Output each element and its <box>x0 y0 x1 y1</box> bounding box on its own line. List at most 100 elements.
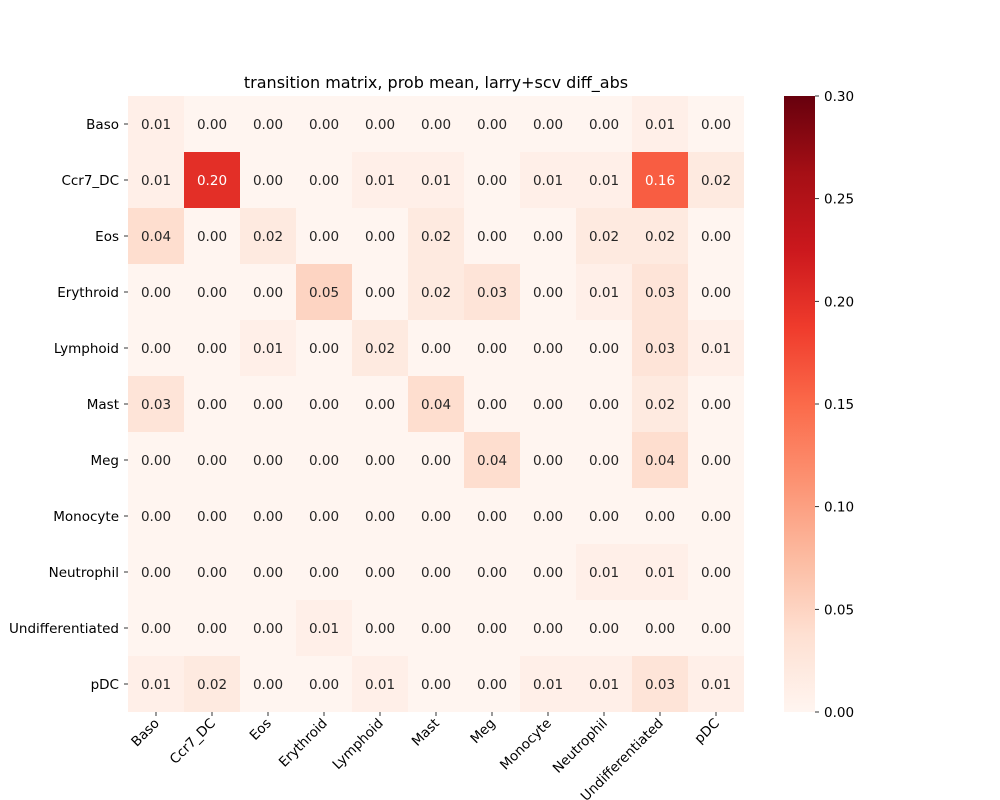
cell-value-label: 0.00 <box>365 565 395 581</box>
heatmap-cell <box>352 432 408 488</box>
heatmap-cell <box>464 488 520 544</box>
row-tick-label: Erythroid <box>57 285 119 301</box>
heatmap-cell <box>632 208 688 264</box>
heatmap-cell <box>408 488 464 544</box>
cell-value-label: 0.00 <box>253 677 283 693</box>
cell-value-label: 0.00 <box>477 677 507 693</box>
cell-value-label: 0.00 <box>309 229 339 245</box>
cell-value-label: 0.00 <box>309 453 339 469</box>
cell-value-label: 0.00 <box>141 453 171 469</box>
heatmap-cell <box>352 320 408 376</box>
cell-value-label: 0.00 <box>253 509 283 525</box>
heatmap-cell <box>632 264 688 320</box>
heatmap-cell <box>688 152 744 208</box>
row-tick-label: Eos <box>95 229 119 245</box>
heatmap-cell <box>520 656 576 712</box>
cell-value-label: 0.00 <box>197 621 227 637</box>
heatmap-cell <box>520 152 576 208</box>
cell-value-label: 0.00 <box>589 621 619 637</box>
heatmap-cell <box>576 600 632 656</box>
cell-value-label: 0.00 <box>365 229 395 245</box>
heatmap-cell <box>240 656 296 712</box>
heatmap-cell <box>184 544 240 600</box>
column-tick-label: Baso <box>128 716 163 751</box>
cell-value-label: 0.02 <box>197 677 227 693</box>
heatmap-cell <box>296 376 352 432</box>
cell-value-label: 0.00 <box>253 285 283 301</box>
cell-value-label: 0.01 <box>645 565 675 581</box>
cell-value-label: 0.00 <box>141 509 171 525</box>
heatmap-cell <box>632 600 688 656</box>
cell-value-label: 0.00 <box>533 285 563 301</box>
heatmap-cell <box>184 96 240 152</box>
heatmap-cell <box>632 96 688 152</box>
cell-value-label: 0.00 <box>701 453 731 469</box>
heatmap-cell <box>632 376 688 432</box>
heatmap-cell <box>688 488 744 544</box>
heatmap-cell <box>520 544 576 600</box>
heatmap-cell <box>688 96 744 152</box>
heatmap-cell <box>296 96 352 152</box>
cell-value-label: 0.01 <box>253 341 283 357</box>
cell-value-label: 0.01 <box>141 117 171 133</box>
cell-value-label: 0.00 <box>197 509 227 525</box>
column-tick-label: Meg <box>467 716 498 747</box>
heatmap-cell <box>184 488 240 544</box>
heatmap-cell <box>408 208 464 264</box>
row-tick-label: Mast <box>87 397 119 413</box>
row-tick-label: Lymphoid <box>54 341 119 357</box>
heatmap-cell <box>128 488 184 544</box>
heatmap-cell <box>688 656 744 712</box>
heatmap-cell <box>520 376 576 432</box>
cell-value-label: 0.00 <box>701 397 731 413</box>
heatmap-cell <box>408 544 464 600</box>
heatmap-cell <box>240 600 296 656</box>
heatmap-cell <box>408 320 464 376</box>
heatmap-cell <box>184 152 240 208</box>
heatmap-cell <box>184 376 240 432</box>
cell-value-label: 0.20 <box>197 173 227 189</box>
heatmap-cell <box>128 320 184 376</box>
cell-value-label: 0.00 <box>253 565 283 581</box>
heatmap-cell <box>408 432 464 488</box>
cell-value-label: 0.00 <box>421 621 451 637</box>
heatmap-cell <box>576 320 632 376</box>
heatmap-cell <box>408 152 464 208</box>
cell-value-label: 0.00 <box>477 397 507 413</box>
cell-value-label: 0.02 <box>645 229 675 245</box>
heatmap-cell <box>128 264 184 320</box>
column-tick-label: Lymphoid <box>329 716 386 773</box>
heatmap-cell <box>184 264 240 320</box>
cell-value-label: 0.00 <box>421 677 451 693</box>
cell-value-label: 0.00 <box>533 397 563 413</box>
heatmap-cell <box>128 656 184 712</box>
heatmap-cell <box>296 432 352 488</box>
heatmap-cell <box>352 208 408 264</box>
cell-value-label: 0.00 <box>421 341 451 357</box>
heatmap-cell <box>296 264 352 320</box>
cell-value-label: 0.02 <box>701 173 731 189</box>
heatmap-cell <box>688 544 744 600</box>
cell-value-label: 0.00 <box>365 509 395 525</box>
cell-value-label: 0.00 <box>533 229 563 245</box>
cell-value-label: 0.00 <box>477 341 507 357</box>
heatmap-cell <box>240 376 296 432</box>
column-tick-label: Eos <box>247 716 275 744</box>
heatmap-cell <box>352 488 408 544</box>
heatmap-cell <box>632 544 688 600</box>
heatmap-cell <box>520 320 576 376</box>
cell-value-label: 0.01 <box>141 677 171 693</box>
cell-value-label: 0.00 <box>477 621 507 637</box>
cell-value-label: 0.02 <box>645 397 675 413</box>
heatmap-cell <box>408 656 464 712</box>
heatmap-cell <box>240 96 296 152</box>
colorbar-scale <box>784 96 815 712</box>
heatmap-cell <box>128 96 184 152</box>
cell-value-label: 0.01 <box>421 173 451 189</box>
cell-value-label: 0.00 <box>421 117 451 133</box>
heatmap-cell <box>576 488 632 544</box>
cell-value-label: 0.00 <box>477 173 507 189</box>
heatmap-cell <box>408 264 464 320</box>
heatmap-cell <box>464 432 520 488</box>
cell-value-label: 0.04 <box>477 453 507 469</box>
